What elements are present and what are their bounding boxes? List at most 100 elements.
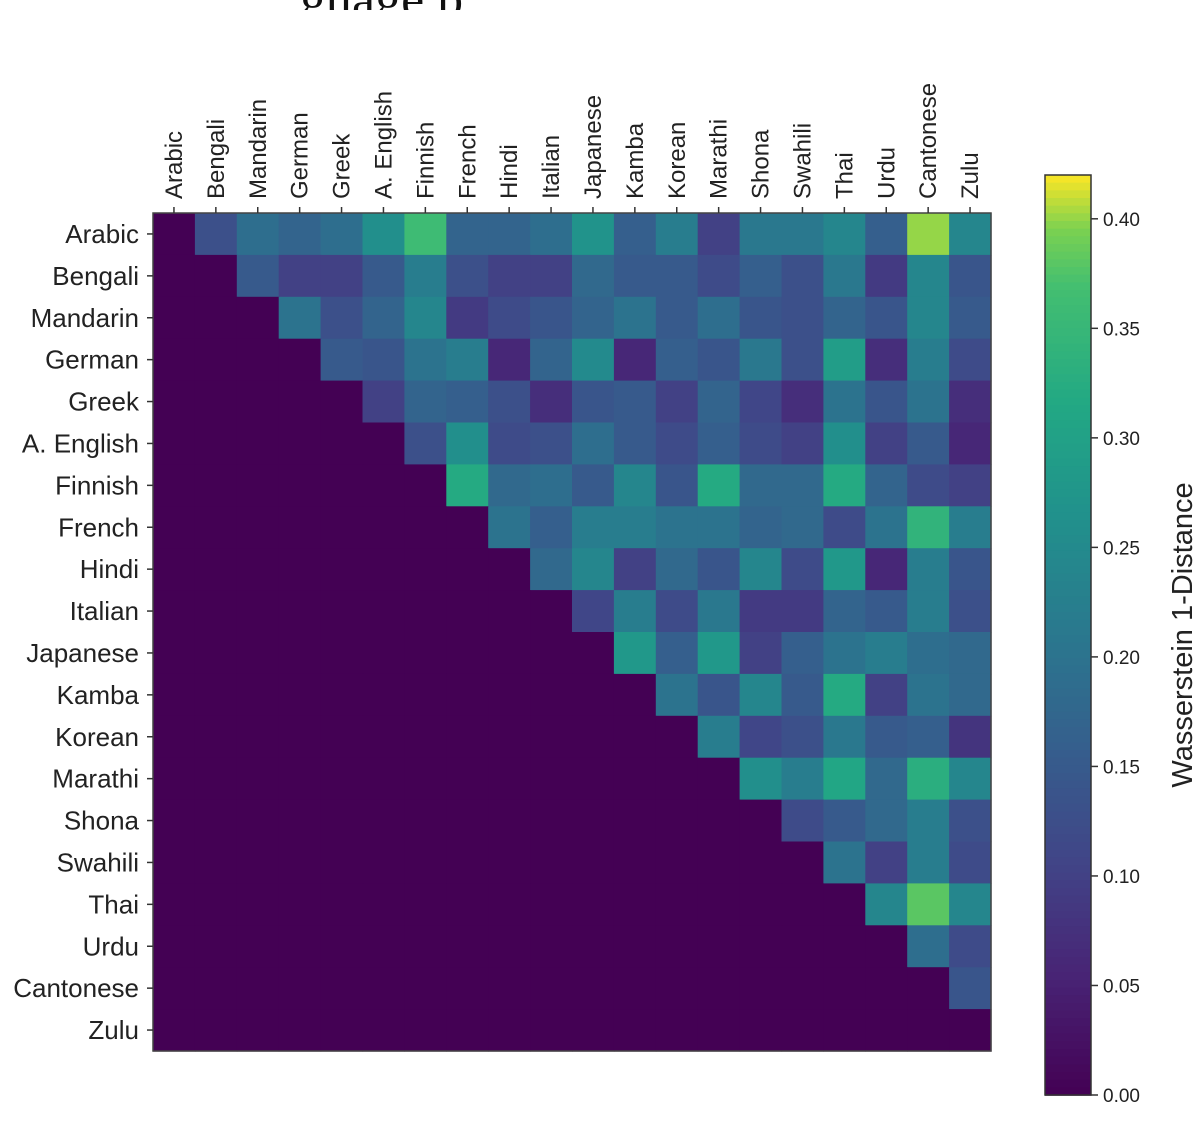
heatmap-cell xyxy=(404,715,447,759)
x-tick-label: Korean xyxy=(664,122,691,199)
colorbar-segment xyxy=(1045,665,1091,675)
heatmap-cell xyxy=(697,380,741,424)
colorbar-segment xyxy=(1045,1072,1091,1081)
x-tick-label: Bengali xyxy=(203,119,230,199)
heatmap-cell xyxy=(194,841,238,884)
colorbar-segment xyxy=(1045,566,1091,575)
heatmap-cell xyxy=(781,673,824,717)
heatmap-cell xyxy=(697,799,741,843)
heatmap-cell xyxy=(949,296,992,340)
heatmap-cell xyxy=(153,883,196,926)
heatmap-cell xyxy=(907,967,950,1010)
colorbar-segment xyxy=(1045,1056,1091,1066)
heatmap-cell xyxy=(739,506,783,549)
heatmap-cell xyxy=(153,380,196,424)
heatmap-cell xyxy=(907,925,950,968)
heatmap-cell xyxy=(362,338,405,382)
heatmap-cell xyxy=(823,757,866,801)
colorbar-segment xyxy=(1045,451,1091,460)
heatmap-cell xyxy=(655,590,699,633)
heatmap-cell xyxy=(404,213,447,256)
heatmap-cell xyxy=(823,799,866,843)
heatmap-cell xyxy=(320,338,364,382)
heatmap-cell xyxy=(446,757,489,801)
colorbar-segment xyxy=(1045,734,1091,744)
colorbar-segment xyxy=(1045,313,1091,322)
heatmap-cell xyxy=(949,422,992,465)
colorbar-segment xyxy=(1045,842,1091,851)
heatmap-cell xyxy=(572,213,615,256)
colorbar-segment xyxy=(1045,650,1091,659)
heatmap-cell xyxy=(949,925,992,968)
heatmap-cell xyxy=(823,338,866,382)
colorbar-segment xyxy=(1045,796,1091,805)
heatmap-cell xyxy=(739,1009,783,1052)
colorbar-tick-label: 0.20 xyxy=(1103,648,1140,669)
colorbar-segment xyxy=(1045,704,1091,713)
heatmap-cell xyxy=(194,799,238,843)
colorbar-segment xyxy=(1045,826,1091,836)
x-tick-label: Italian xyxy=(538,135,565,199)
colorbar-label: Wasserstein 1-Distance xyxy=(1167,482,1199,787)
heatmap-cell xyxy=(194,883,238,926)
heatmap-cell xyxy=(278,967,322,1010)
heatmap-cell xyxy=(907,296,950,340)
heatmap-cell xyxy=(194,632,238,675)
colorbar-segment xyxy=(1045,918,1091,928)
heatmap-cell xyxy=(236,380,280,424)
heatmap-cell xyxy=(236,883,280,926)
y-tick-label: French xyxy=(58,512,139,542)
heatmap-cell xyxy=(488,967,531,1010)
heatmap-cell xyxy=(572,296,615,340)
heatmap-cell xyxy=(278,673,322,717)
heatmap-cell xyxy=(362,799,405,843)
x-tick-label: Arabic xyxy=(161,131,188,199)
heatmap-cell xyxy=(236,506,280,549)
heatmap-cell xyxy=(739,422,783,465)
colorbar-tick-label: 0.35 xyxy=(1103,319,1140,340)
heatmap-cell xyxy=(739,338,783,382)
colorbar-segment xyxy=(1045,175,1091,184)
heatmap-cell xyxy=(697,590,741,633)
heatmap-cell xyxy=(362,883,405,926)
heatmap-cell xyxy=(446,715,489,759)
heatmap-cell xyxy=(488,506,531,549)
heatmap-cell xyxy=(446,841,489,884)
colorbar-segment xyxy=(1045,366,1091,376)
heatmap-cell xyxy=(320,464,364,507)
y-tick-label: Zulu xyxy=(88,1015,139,1045)
heatmap-cell xyxy=(572,632,615,675)
heatmap-cell xyxy=(865,841,908,884)
heatmap-cell xyxy=(362,925,405,968)
heatmap-cell xyxy=(236,715,280,759)
heatmap-cell xyxy=(488,422,531,465)
colorbar-tick-label: 0.40 xyxy=(1103,210,1140,231)
heatmap-cell xyxy=(907,799,950,843)
heatmap-cell xyxy=(530,925,573,968)
heatmap-cell xyxy=(697,422,741,465)
y-tick-label: Japanese xyxy=(26,638,139,668)
colorbar-segment xyxy=(1045,941,1091,951)
heatmap-cell xyxy=(907,757,950,801)
heatmap-cell xyxy=(404,883,447,926)
heatmap-cell xyxy=(362,967,405,1010)
heatmap-cell xyxy=(278,883,322,926)
heatmap-cell xyxy=(781,883,824,926)
heatmap-cell xyxy=(949,799,992,843)
colorbar-segment xyxy=(1045,742,1091,751)
x-tick-label: Thai xyxy=(831,152,858,199)
heatmap-cell xyxy=(823,506,866,549)
colorbar-segment xyxy=(1045,780,1091,790)
colorbar-segment xyxy=(1045,1010,1091,1020)
heatmap-cell xyxy=(278,464,322,507)
colorbar-segment xyxy=(1045,550,1091,560)
heatmap-cell xyxy=(362,422,405,465)
colorbar-segment xyxy=(1045,458,1091,468)
colorbar-segment xyxy=(1045,359,1091,368)
colorbar-tick-label: 0.25 xyxy=(1103,538,1140,559)
colorbar-segment xyxy=(1045,888,1091,897)
heatmap-cell xyxy=(153,464,196,507)
y-tick-label: Mandarin xyxy=(31,303,139,333)
colorbar-segment xyxy=(1045,1003,1091,1012)
colorbar-segment xyxy=(1045,405,1091,414)
